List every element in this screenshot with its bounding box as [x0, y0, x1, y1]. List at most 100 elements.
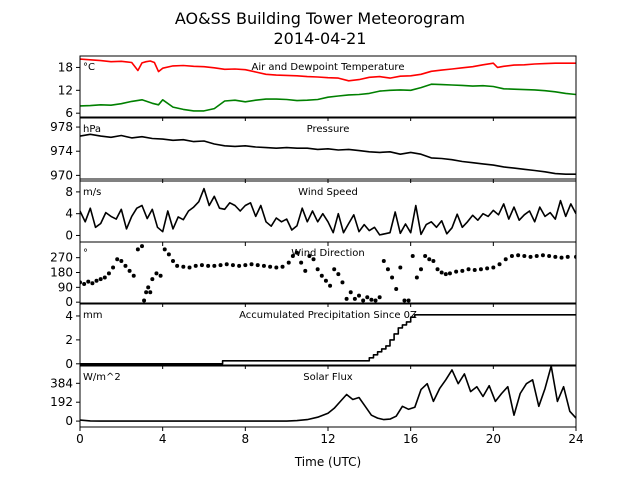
- temperature-series-1: [80, 83, 576, 112]
- wind_speed-ytick-label: 0: [65, 228, 73, 242]
- wind_direction-title: Wind Direction: [291, 248, 365, 259]
- wind_direction-point: [340, 280, 345, 285]
- xtick-label: 12: [320, 432, 335, 446]
- pressure-line: [80, 133, 576, 175]
- wind_direction-point: [394, 286, 399, 291]
- wind_direction-point: [460, 268, 465, 273]
- wind_direction-point: [82, 282, 87, 287]
- wind_direction-point: [352, 296, 357, 301]
- wind_direction-point: [162, 247, 167, 252]
- wind_direction-point: [336, 272, 341, 277]
- wind_direction-point: [127, 268, 132, 273]
- wind_direction-point: [466, 267, 471, 272]
- wind_direction-point: [423, 254, 428, 259]
- wind_direction-point: [315, 267, 320, 272]
- wind_direction-point: [123, 263, 128, 268]
- wind_direction-point: [290, 254, 295, 259]
- wind_direction-point: [158, 273, 163, 278]
- wind_direction-point: [274, 265, 279, 270]
- panel-precipitation: 0 2 4 mm Accumulated Precipitation Since 0Z: [65, 303, 577, 371]
- wind_direction-series-0: [80, 244, 576, 303]
- wind_direction-point: [485, 266, 490, 271]
- wind_direction-point: [447, 271, 452, 276]
- wind_direction-point: [142, 298, 147, 303]
- wind_direction-point: [115, 257, 120, 262]
- wind_direction-point: [261, 263, 266, 268]
- wind_direction-point: [348, 290, 353, 295]
- wind_direction-point: [419, 267, 423, 272]
- xtick-label: 4: [159, 432, 167, 446]
- solar-ytick-label: 192: [50, 395, 73, 409]
- wind_direction-point: [454, 269, 459, 274]
- wind_direction-unit-label: °: [83, 248, 88, 259]
- wind_speed-ytick-label: 8: [65, 185, 73, 199]
- wind_direction-point: [443, 272, 448, 277]
- x-axis-label: Time (UTC): [294, 455, 361, 469]
- pressure-ytick-label: 978: [50, 120, 73, 134]
- wind_speed-line: [80, 187, 576, 236]
- wind_speed-unit-label: m/s: [83, 187, 101, 198]
- xtick-label: 16: [403, 432, 418, 446]
- wind_direction-point: [295, 250, 299, 255]
- temperature-series-0: [80, 58, 576, 82]
- wind_direction-point: [268, 264, 273, 269]
- wind_direction-point: [90, 281, 95, 286]
- solar-line: [80, 366, 576, 422]
- wind_direction-point: [472, 268, 477, 273]
- temperature-unit-label: °C: [83, 62, 95, 73]
- pressure-ytick-label: 970: [50, 168, 73, 182]
- wind_direction-point: [377, 295, 382, 300]
- temperature-ytick-label: 18: [58, 60, 73, 74]
- wind_direction-point: [181, 264, 186, 269]
- panel-pressure: 970 974 978 hPa Pressure: [50, 117, 577, 183]
- wind_direction-point: [111, 265, 116, 270]
- wind_direction-point: [534, 254, 539, 259]
- wind_direction-point: [144, 290, 149, 295]
- xtick-label: 20: [486, 432, 501, 446]
- wind_direction-point: [516, 253, 521, 258]
- wind_direction-point: [435, 267, 440, 272]
- panel-solar: 0 192 384 W/m^2 Solar Flux: [50, 365, 577, 431]
- pressure-unit-label: hPa: [83, 124, 101, 135]
- wind_direction-point: [255, 263, 260, 268]
- wind_direction-point: [547, 254, 552, 259]
- precipitation-ytick-label: 4: [65, 309, 73, 323]
- wind_direction-point: [171, 258, 175, 263]
- wind_direction-point: [559, 255, 564, 260]
- wind_direction-point: [509, 254, 514, 259]
- wind_direction-point: [410, 254, 415, 259]
- wind_direction-point: [565, 254, 570, 259]
- wind_direction-point: [199, 263, 204, 268]
- precipitation-ytick-label: 2: [65, 333, 73, 347]
- wind_direction-point: [187, 265, 192, 270]
- wind_direction-point: [175, 263, 180, 268]
- wind_direction-point: [106, 271, 111, 276]
- wind_direction-point: [119, 258, 124, 263]
- wind_direction-point: [402, 298, 407, 303]
- wind_speed-ytick-label: 4: [65, 207, 73, 221]
- wind_direction-point: [319, 273, 324, 278]
- solar-ytick-label: 0: [65, 414, 73, 428]
- wind_direction-point: [193, 263, 198, 268]
- wind_direction-point: [328, 283, 333, 288]
- pressure-title: Pressure: [307, 124, 350, 135]
- wind_direction-point: [431, 258, 436, 263]
- solar-unit-label: W/m^2: [83, 372, 121, 383]
- wind_direction-point: [427, 257, 432, 262]
- wind_direction-point: [140, 244, 144, 249]
- precipitation-title: Accumulated Precipitation Since 0Z: [239, 310, 417, 321]
- wind_direction-point: [135, 247, 140, 252]
- wind_direction-ytick-label: 180: [50, 266, 73, 280]
- figure-title: AO&SS Building Tower Meteorogram: [175, 9, 465, 28]
- temperature-line: [80, 83, 576, 112]
- wind_direction-point: [439, 270, 444, 275]
- wind_direction-point: [243, 263, 248, 268]
- wind_direction-point: [94, 278, 99, 283]
- wind_direction-point: [146, 285, 151, 290]
- wind_direction-point: [503, 257, 508, 262]
- wind_direction-point: [478, 267, 483, 272]
- temperature-title: Air and Dewpoint Temperature: [252, 62, 405, 73]
